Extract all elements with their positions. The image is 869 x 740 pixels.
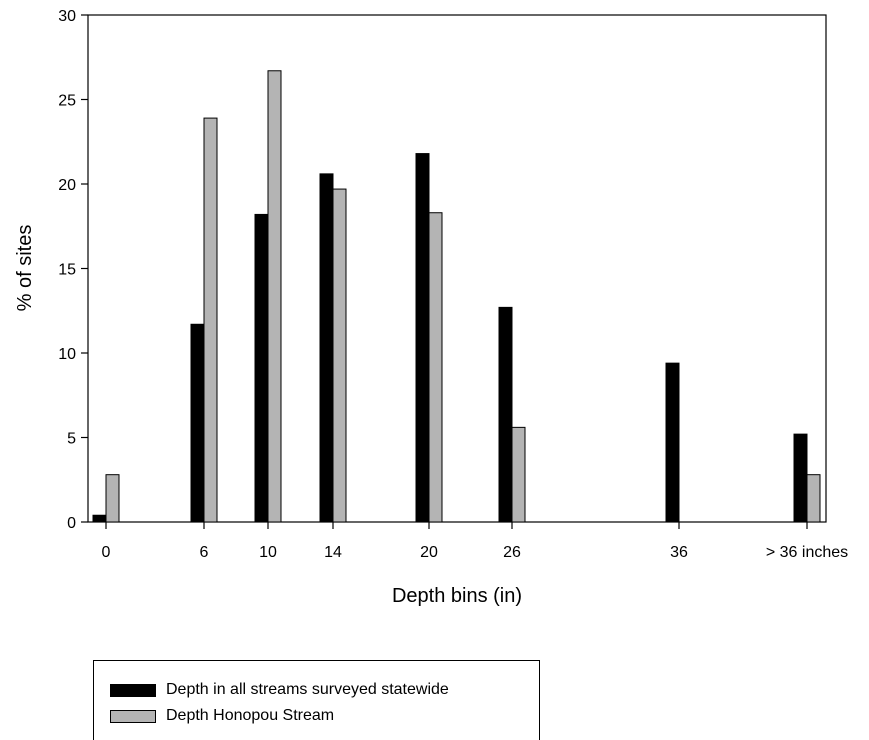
bar-statewide-6 xyxy=(665,362,680,523)
x-tick-label: 20 xyxy=(420,544,438,561)
y-axis: 0 5 10 15 20 25 30 xyxy=(58,8,88,532)
x-axis-title: Depth bins (in) xyxy=(392,585,522,607)
x-tick-label: > 36 inches xyxy=(766,544,848,561)
y-tick-label: 30 xyxy=(58,8,76,25)
x-tick-label: 6 xyxy=(200,544,209,561)
y-tick-label: 10 xyxy=(58,346,76,363)
bar-honopou-4 xyxy=(428,212,443,523)
x-tick-label: 0 xyxy=(102,544,111,561)
y-tick-label: 15 xyxy=(58,262,76,279)
bar-statewide-4 xyxy=(415,153,430,523)
y-tick-label: 25 xyxy=(58,93,76,110)
bar-honopou-2 xyxy=(267,70,282,523)
x-tick-label: 10 xyxy=(259,544,277,561)
legend-item-honopou: Depth Honopou Stream xyxy=(110,707,334,725)
y-tick-label: 5 xyxy=(67,431,76,448)
bar-honopou-5 xyxy=(511,426,526,523)
y-axis-title: % of sites xyxy=(14,225,36,312)
bar-statewide-2 xyxy=(254,213,269,523)
y-tick-label: 0 xyxy=(67,515,76,532)
bar-chart: 0 5 10 15 20 25 30 0 6 10 14 20 26 36 > 36 inches Dep… xyxy=(14,8,848,607)
bar-honopou-1 xyxy=(203,117,218,523)
legend-swatch-statewide xyxy=(110,683,156,697)
y-tick-label: 20 xyxy=(58,177,76,194)
x-tick-label: 36 xyxy=(670,544,688,561)
bar-honopou-7 xyxy=(806,474,821,523)
legend-label-statewide: Depth in all streams surveyed statewide xyxy=(166,681,449,698)
bar-honopou-3 xyxy=(332,188,347,523)
bar-statewide-0 xyxy=(92,514,107,523)
bar-statewide-5 xyxy=(498,306,513,523)
legend: Depth in all streams surveyed statewide … xyxy=(93,660,540,740)
bar-statewide-3 xyxy=(319,173,334,523)
x-tick-label: 14 xyxy=(324,544,342,561)
legend-swatch-honopou xyxy=(110,709,156,723)
bar-statewide-7 xyxy=(793,433,808,523)
bar-statewide-1 xyxy=(190,323,205,523)
x-tick-label: 26 xyxy=(503,544,521,561)
bar-honopou-0 xyxy=(105,474,120,523)
legend-item-statewide: Depth in all streams surveyed statewide xyxy=(110,681,449,699)
bars xyxy=(92,70,821,523)
x-axis: 0 6 10 14 20 26 36 > 36 inches xyxy=(102,522,848,561)
legend-label-honopou: Depth Honopou Stream xyxy=(166,707,335,724)
